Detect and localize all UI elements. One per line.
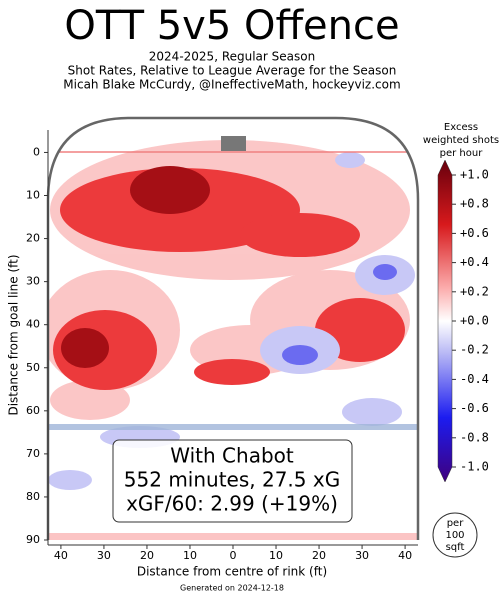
chart-title: OTT 5v5 Offence (64, 3, 399, 49)
colorbar-tick-label: +0.4 (460, 255, 489, 269)
y-tick-label: 20 (26, 232, 40, 245)
colorbar-tick-label: -0.6 (460, 401, 489, 415)
colorbar-tick-label: +0.0 (460, 314, 489, 328)
y-tick-label: 70 (26, 447, 40, 460)
colorbar-tick-label: -0.4 (460, 372, 489, 386)
annotation: 552 minutes, 27.5 xG (124, 468, 340, 492)
x-tick-label: 0 (230, 549, 237, 562)
goal-net (221, 136, 246, 151)
subtitle: 2024-2025, Regular Season (149, 50, 315, 64)
colorbar-tick-label: -0.8 (460, 430, 489, 444)
colorbar-tick-label: +0.6 (460, 226, 489, 240)
annotation: With Chabot (170, 444, 294, 468)
y-tick-label: 90 (26, 533, 40, 546)
y-tick-label: 10 (26, 189, 40, 202)
y-tick-label: 80 (26, 490, 40, 503)
colorbar-label: Excess (444, 122, 478, 133)
x-tick-label: 40 (398, 549, 412, 562)
x-tick-label: 10 (183, 549, 197, 562)
x-tick-label: 30 (355, 549, 369, 562)
unit-note: 100 (445, 530, 464, 541)
unit-note: sqft (446, 542, 465, 553)
colorbar-label: weighted shots (423, 135, 499, 146)
y-tick-label: 50 (26, 361, 40, 374)
x-tick-label: 20 (140, 549, 154, 562)
x-tick-label: 10 (269, 549, 283, 562)
y-tick-label: 0 (33, 145, 40, 158)
colorbar-tick-label: -1.0 (460, 460, 489, 474)
subtitle: Shot Rates, Relative to League Average f… (68, 64, 397, 78)
heatmap (48, 118, 418, 540)
x-tick-label: 30 (97, 549, 111, 562)
colorbar-tick-label: +0.8 (460, 197, 489, 211)
subtitle: Micah Blake McCurdy, @IneffectiveMath, h… (63, 78, 400, 92)
colorbar (437, 159, 453, 483)
y-tick-label: 30 (26, 275, 40, 288)
colorbar-tick-label: +0.2 (460, 284, 489, 298)
unit-note: per (447, 518, 465, 529)
y-tick-label: 60 (26, 404, 40, 417)
y-axis-label: Distance from goal line (ft) (7, 254, 21, 415)
footer: Generated on 2024-12-18 (180, 584, 284, 593)
unit-circle (432, 512, 478, 558)
x-tick-label: 40 (54, 549, 68, 562)
annotation-box (112, 439, 353, 523)
y-tick-label: 40 (26, 318, 40, 331)
colorbar-tick-label: -0.2 (460, 343, 489, 357)
x-tick-label: 20 (312, 549, 326, 562)
colorbar-label: per hour (440, 148, 484, 159)
x-axis-label: Distance from centre of rink (ft) (137, 565, 327, 579)
rink-outline (46, 116, 420, 540)
colorbar-tick-label: +1.0 (460, 168, 489, 182)
annotation: xGF/60: 2.99 (+19%) (126, 492, 338, 516)
